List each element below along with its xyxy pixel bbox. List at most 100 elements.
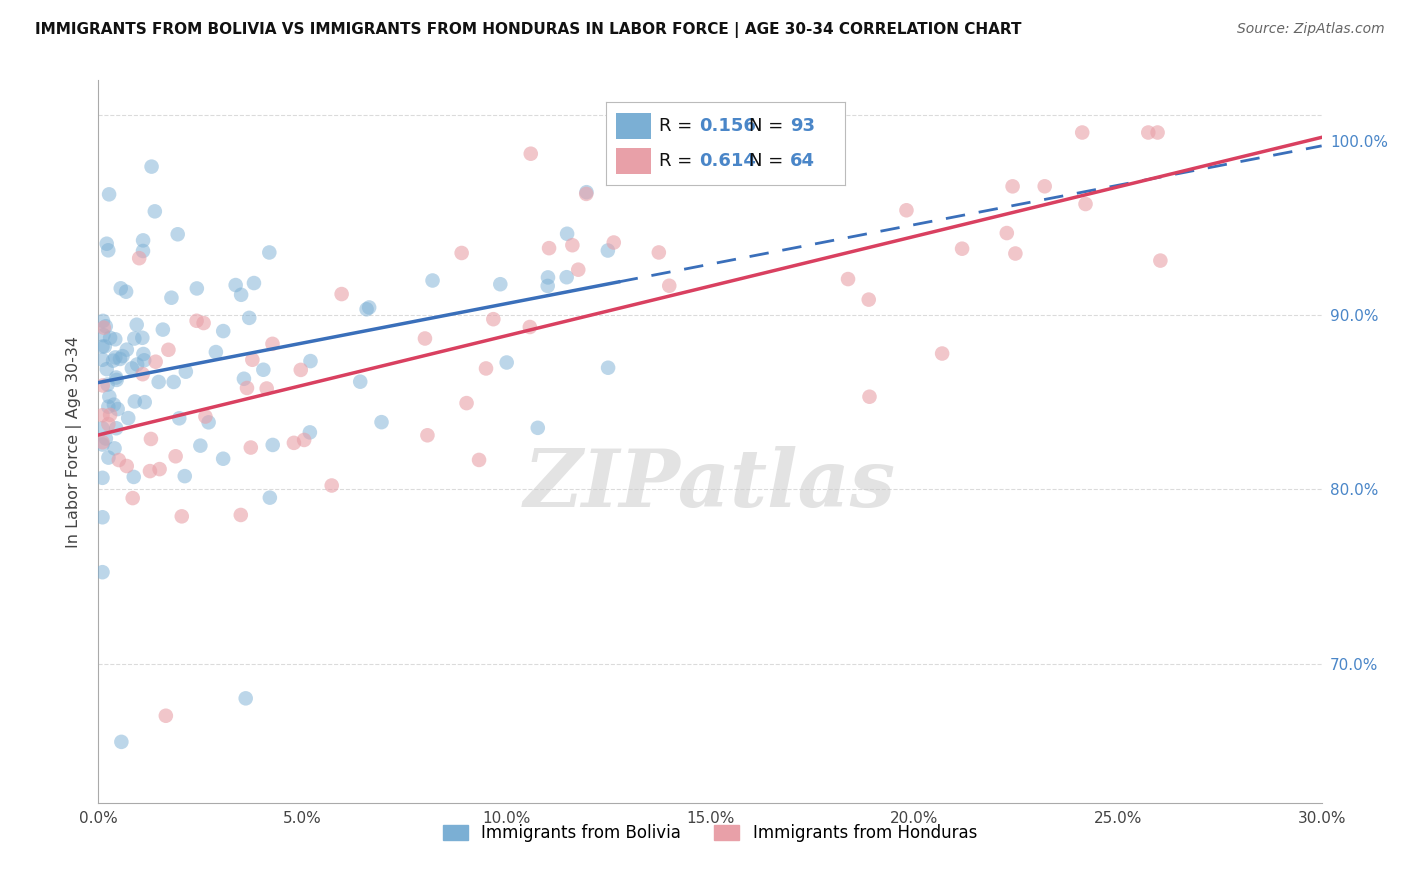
- Point: [105, 421, 128, 435]
- Point: [111, 349, 134, 363]
- Point: [658, 278, 681, 293]
- Point: [165, 450, 187, 464]
- Point: [160, 291, 183, 305]
- Point: [97, 450, 120, 465]
- Point: [262, 438, 284, 452]
- Point: [91, 437, 114, 451]
- Point: [93, 328, 115, 343]
- Point: [94, 339, 117, 353]
- Point: [103, 398, 125, 412]
- Point: [124, 332, 146, 346]
- Point: [188, 439, 212, 453]
- Point: [98, 390, 121, 404]
- Point: [1146, 126, 1168, 140]
- Point: [96, 236, 118, 251]
- Text: ZIPatlas: ZIPatlas: [524, 446, 896, 524]
- Point: [103, 442, 125, 456]
- Point: [995, 226, 1018, 240]
- Point: [225, 278, 247, 293]
- Point: [1137, 126, 1160, 140]
- Point: [298, 425, 321, 440]
- Point: [259, 491, 281, 505]
- Point: [169, 411, 191, 425]
- Point: [238, 310, 260, 325]
- Point: [132, 347, 155, 361]
- Point: [330, 287, 353, 301]
- Point: [1001, 179, 1024, 194]
- Point: [205, 345, 228, 359]
- Point: [252, 363, 274, 377]
- Point: [555, 270, 578, 285]
- Point: [163, 375, 186, 389]
- Point: [115, 285, 138, 299]
- Point: [931, 346, 953, 360]
- Point: [575, 185, 598, 199]
- Point: [950, 242, 973, 256]
- Point: [489, 277, 512, 292]
- Point: [157, 343, 180, 357]
- Point: [212, 324, 235, 338]
- Point: [96, 362, 118, 376]
- Point: [186, 314, 208, 328]
- Point: [134, 353, 156, 368]
- Point: [1149, 253, 1171, 268]
- Point: [537, 270, 560, 285]
- Point: [105, 373, 128, 387]
- Point: [115, 458, 138, 473]
- Point: [194, 409, 217, 424]
- Point: [243, 276, 266, 290]
- Point: [98, 331, 121, 345]
- Point: [456, 396, 478, 410]
- Point: [94, 432, 117, 446]
- Point: [359, 301, 381, 315]
- Point: [131, 368, 153, 382]
- Point: [561, 238, 583, 252]
- Point: [139, 464, 162, 478]
- Point: [290, 363, 312, 377]
- Point: [127, 358, 149, 372]
- Point: [239, 441, 262, 455]
- Point: [91, 352, 114, 367]
- Point: [235, 691, 257, 706]
- Point: [519, 146, 541, 161]
- Point: [173, 469, 195, 483]
- Point: [1004, 246, 1026, 260]
- Point: [122, 470, 145, 484]
- Point: [110, 735, 132, 749]
- Point: [117, 411, 139, 425]
- Point: [858, 293, 880, 307]
- Point: [292, 433, 315, 447]
- Point: [193, 316, 215, 330]
- Point: [370, 415, 392, 429]
- Point: [321, 478, 343, 492]
- Point: [299, 354, 322, 368]
- Point: [648, 245, 671, 260]
- Point: [91, 421, 114, 435]
- Point: [482, 312, 505, 326]
- Point: [837, 272, 859, 286]
- Point: [139, 432, 162, 446]
- Point: [349, 375, 371, 389]
- Point: [262, 336, 284, 351]
- Point: [132, 244, 155, 258]
- Point: [128, 251, 150, 265]
- Point: [121, 491, 143, 505]
- Point: [256, 382, 278, 396]
- Point: [148, 375, 170, 389]
- Point: [1071, 126, 1094, 140]
- Point: [186, 281, 208, 295]
- Text: Source: ZipAtlas.com: Source: ZipAtlas.com: [1237, 22, 1385, 37]
- Point: [495, 355, 517, 369]
- Point: [124, 394, 146, 409]
- Point: [174, 365, 197, 379]
- Point: [567, 262, 589, 277]
- Point: [110, 281, 132, 295]
- Point: [108, 453, 131, 467]
- Legend: Immigrants from Bolivia, Immigrants from Honduras: Immigrants from Bolivia, Immigrants from…: [436, 817, 984, 848]
- Point: [143, 204, 166, 219]
- Point: [91, 314, 114, 328]
- Point: [98, 408, 121, 422]
- Point: [101, 353, 124, 368]
- Point: [231, 287, 253, 301]
- Point: [229, 508, 252, 522]
